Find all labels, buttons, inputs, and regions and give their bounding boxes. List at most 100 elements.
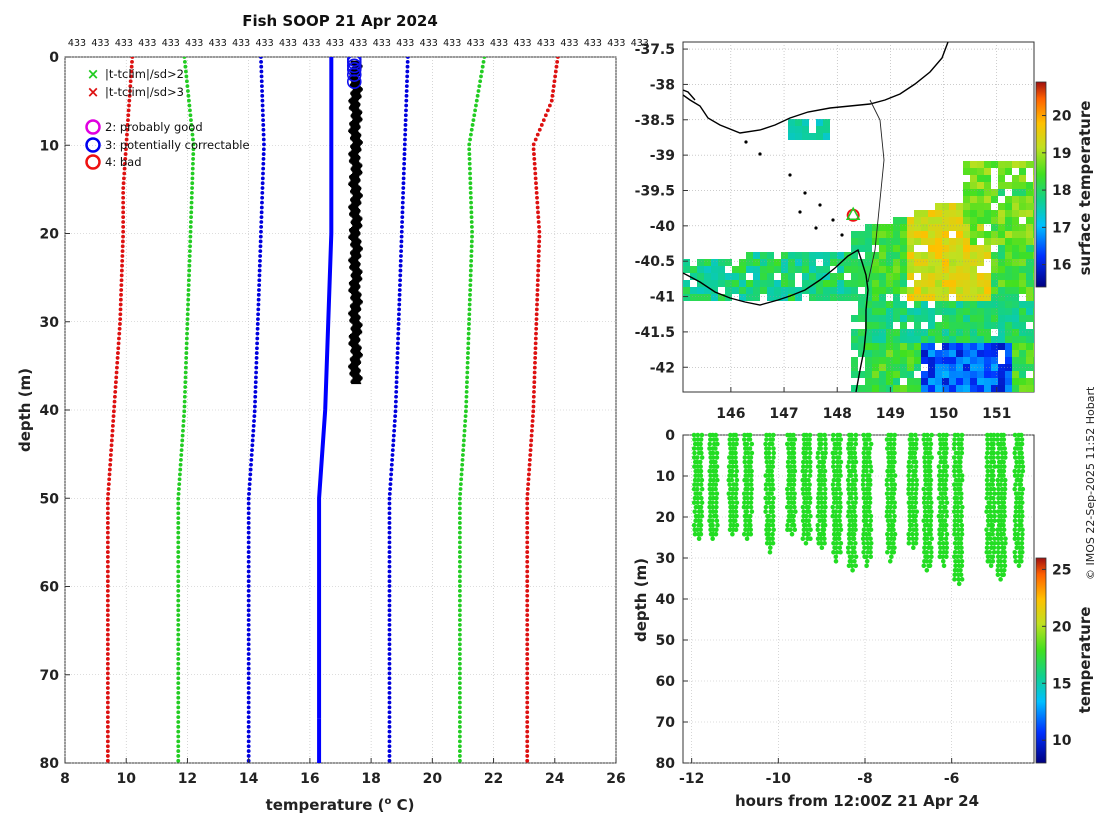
series-point bbox=[525, 613, 530, 618]
cast-group bbox=[921, 432, 934, 573]
sst-cell bbox=[844, 287, 851, 294]
series-point bbox=[403, 123, 408, 127]
sst-cell bbox=[844, 280, 851, 287]
series-point bbox=[112, 394, 117, 399]
sst-cell bbox=[907, 294, 914, 301]
sst-cell bbox=[991, 364, 998, 371]
series-point bbox=[189, 205, 194, 210]
sst-cell bbox=[760, 252, 767, 259]
cast-point bbox=[892, 432, 898, 438]
cast-point bbox=[938, 545, 943, 551]
sst-cell bbox=[872, 301, 879, 308]
series-point bbox=[246, 710, 251, 715]
series-point bbox=[185, 312, 190, 317]
series-point bbox=[469, 205, 474, 210]
series-point bbox=[259, 224, 264, 229]
series-point bbox=[530, 423, 535, 428]
cast-point bbox=[792, 437, 798, 442]
sst-cell bbox=[991, 189, 998, 196]
cast-group bbox=[691, 432, 705, 542]
sst-cell bbox=[921, 308, 928, 315]
cast-point bbox=[907, 495, 913, 501]
cast-point bbox=[959, 504, 965, 510]
sst-cell bbox=[1005, 329, 1012, 336]
series-point bbox=[401, 195, 405, 200]
sst-cell bbox=[872, 350, 879, 357]
sst-cell bbox=[998, 315, 1005, 322]
cast-point bbox=[955, 513, 961, 519]
sst-cell bbox=[1026, 217, 1033, 224]
map-x-tick-label: 147 bbox=[769, 406, 798, 422]
cast-point bbox=[927, 540, 933, 546]
cast-point bbox=[733, 450, 738, 456]
series-point bbox=[387, 710, 392, 715]
sst-cell bbox=[907, 371, 914, 378]
cast-point bbox=[940, 495, 945, 501]
sst-cell bbox=[858, 238, 865, 245]
cast-point bbox=[888, 441, 893, 447]
series-point bbox=[251, 428, 256, 433]
map-y-tick-label: -40 bbox=[650, 219, 676, 235]
sst-cell bbox=[788, 273, 795, 280]
series-point bbox=[105, 686, 110, 690]
sst-cell bbox=[1019, 266, 1026, 273]
cast-point bbox=[937, 504, 943, 510]
series-point bbox=[118, 307, 123, 312]
sst-cell bbox=[865, 238, 872, 245]
series-point bbox=[190, 186, 194, 190]
series-point bbox=[390, 457, 395, 462]
sst-cell bbox=[949, 308, 956, 315]
cast-point bbox=[807, 482, 812, 487]
cast-point bbox=[1020, 527, 1025, 533]
cast-point bbox=[821, 459, 827, 465]
series-point bbox=[536, 210, 540, 215]
cast-point bbox=[959, 450, 965, 456]
cast-point bbox=[808, 536, 813, 542]
cast-point bbox=[792, 468, 798, 474]
cast-point bbox=[734, 441, 739, 447]
cast-point bbox=[803, 450, 809, 456]
cast-point bbox=[848, 558, 854, 564]
cast-point bbox=[999, 540, 1005, 546]
cast-point bbox=[885, 531, 890, 537]
cast-point bbox=[803, 500, 809, 505]
cast-point bbox=[958, 482, 963, 487]
cast-point bbox=[733, 491, 739, 496]
sst-cell bbox=[872, 259, 879, 266]
series-point bbox=[469, 210, 474, 215]
sst-cell bbox=[886, 245, 893, 252]
series-point bbox=[534, 186, 539, 190]
sst-cell bbox=[858, 308, 865, 315]
series-point bbox=[176, 525, 181, 530]
cast-point bbox=[1012, 554, 1018, 560]
series-point bbox=[176, 656, 181, 661]
sample-count-label: 433 bbox=[232, 38, 250, 49]
cast-point bbox=[699, 432, 705, 438]
series-point bbox=[120, 258, 125, 263]
series-point bbox=[176, 705, 181, 710]
series-point bbox=[190, 181, 195, 186]
series-point bbox=[253, 385, 258, 389]
series-point bbox=[187, 103, 192, 108]
cast-point bbox=[937, 540, 942, 546]
sst-cell bbox=[1026, 182, 1033, 189]
sst-cell bbox=[1012, 287, 1019, 294]
sst-cell bbox=[1012, 385, 1019, 392]
sst-cell bbox=[914, 301, 921, 308]
series-point bbox=[109, 443, 114, 448]
sst-cell bbox=[753, 294, 760, 301]
series-point bbox=[403, 118, 408, 122]
cast-point bbox=[943, 459, 948, 465]
series-point bbox=[525, 487, 530, 491]
cast-point bbox=[1001, 473, 1006, 478]
cast-point bbox=[998, 536, 1004, 542]
sst-cell bbox=[781, 280, 788, 287]
series-point bbox=[260, 103, 265, 108]
sst-cell bbox=[872, 287, 879, 294]
series-point bbox=[537, 224, 541, 229]
series-point bbox=[105, 749, 110, 753]
cast-point bbox=[929, 500, 934, 505]
series-point bbox=[398, 268, 403, 273]
series-point bbox=[457, 593, 462, 598]
series-point bbox=[457, 686, 462, 690]
